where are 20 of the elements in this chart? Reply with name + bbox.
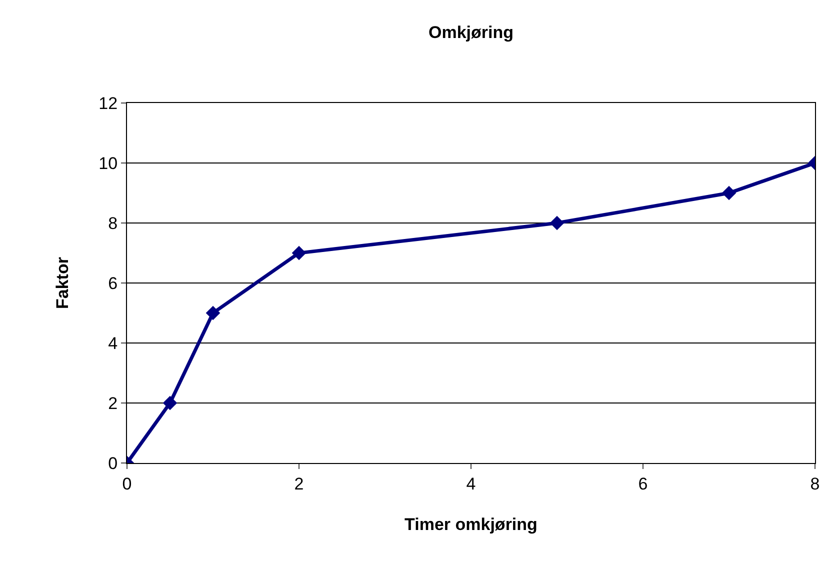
y-tick-label: 0 [108, 454, 118, 473]
y-tick-label: 12 [98, 94, 118, 113]
point [162, 396, 178, 410]
point [722, 186, 736, 200]
y-tick-label: 8 [108, 214, 118, 233]
y-tick-label: 6 [108, 274, 118, 293]
point [206, 306, 220, 320]
x-tick-label: 8 [810, 474, 820, 494]
y-tick-label: 10 [98, 154, 118, 173]
x-tick-label: 2 [294, 474, 304, 494]
y-tick-label: 4 [108, 334, 118, 353]
x-tick-label: 4 [466, 474, 476, 494]
x-tick-label: 0 [122, 474, 132, 494]
point [292, 246, 306, 260]
x-axis-title: Timer omkjøring [404, 514, 538, 534]
point [550, 216, 564, 230]
x-tick-label: 6 [638, 474, 648, 494]
y-axis-title: Faktor [53, 256, 72, 309]
y-tick-label: 2 [108, 394, 118, 413]
chart-title: Omkjøring [428, 22, 514, 42]
